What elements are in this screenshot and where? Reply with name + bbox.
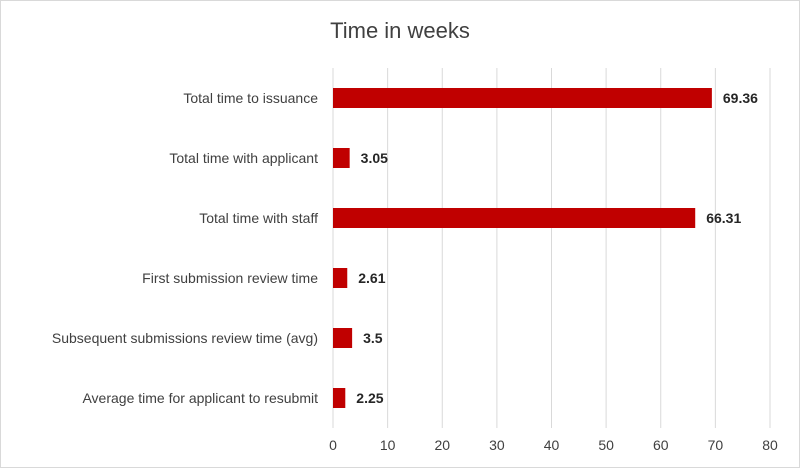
category-label: Total time with applicant: [169, 150, 318, 166]
bar: [333, 388, 346, 408]
bars: [333, 88, 712, 408]
data-label: 66.31: [706, 210, 741, 226]
gridlines: [332, 68, 771, 428]
x-tick-label: 20: [434, 437, 450, 453]
x-tick-label: 10: [380, 437, 396, 453]
x-tick-label: 60: [653, 437, 669, 453]
labels: 0 10 20 30 40 50 60 70 80 Total time to issuance 6…: [52, 90, 778, 453]
data-label: 3.5: [363, 330, 383, 346]
x-tick-label: 30: [489, 437, 505, 453]
bar: [333, 88, 712, 108]
x-tick-label: 0: [329, 437, 337, 453]
data-label: 2.25: [356, 390, 383, 406]
data-label: 3.05: [361, 150, 388, 166]
x-tick-label: 40: [544, 437, 560, 453]
bar: [333, 148, 350, 168]
data-label: 69.36: [723, 90, 758, 106]
bar: [333, 208, 696, 228]
chart-title: Time in weeks: [330, 18, 470, 43]
category-label: First submission review time: [142, 270, 318, 286]
data-label: 2.61: [358, 270, 385, 286]
x-tick-label: 80: [762, 437, 778, 453]
x-tick-label: 50: [598, 437, 614, 453]
x-tick-label: 70: [708, 437, 724, 453]
bar: [333, 328, 353, 348]
category-label: Subsequent submissions review time (avg): [52, 330, 318, 346]
category-label: Average time for applicant to resubmit: [82, 390, 318, 406]
category-label: Total time to issuance: [183, 90, 318, 106]
category-label: Total time with staff: [199, 210, 318, 226]
bar: [333, 268, 348, 288]
